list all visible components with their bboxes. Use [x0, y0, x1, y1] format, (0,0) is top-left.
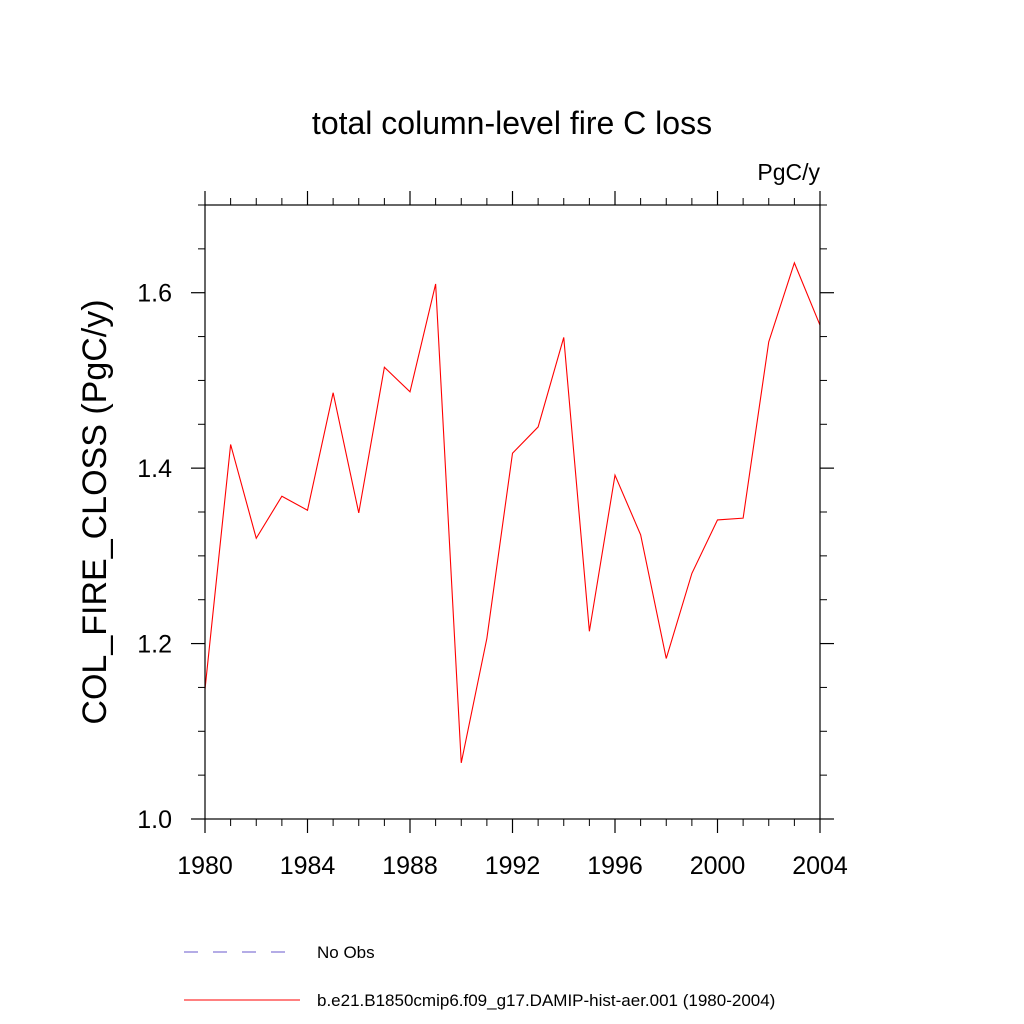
legend: No Obs b.e21.B1850cmip6.f09_g17.DAMIP-his…: [184, 943, 775, 1010]
data-point: [512, 453, 513, 454]
y-axis-label: COL_FIRE_CLOSS (PgC/y): [76, 299, 114, 724]
data-point: [717, 519, 718, 520]
data-point: [614, 475, 615, 476]
y-tick-label: 1.0: [137, 806, 172, 834]
x-tick-label: 1996: [587, 852, 643, 880]
y-tick-label: 1.4: [137, 455, 172, 483]
plot-frame: [204, 204, 821, 820]
legend-label: No Obs: [317, 943, 375, 962]
data-point: [666, 658, 667, 659]
data-point: [256, 538, 257, 539]
data-point: [333, 392, 334, 393]
x-tick-label: 1980: [177, 852, 233, 880]
data-point: [409, 391, 410, 392]
data-point: [384, 367, 385, 368]
x-tick-label: 1984: [280, 852, 336, 880]
data-point: [691, 573, 692, 574]
series-layer: [204, 261, 821, 763]
y-tick-label: 1.6: [137, 280, 172, 308]
data-point: [768, 341, 769, 342]
x-tick-label: 2000: [690, 852, 746, 880]
data-point: [230, 444, 231, 445]
data-point: [563, 337, 564, 338]
data-point: [743, 518, 744, 519]
series-line: [204, 261, 821, 763]
data-point: [794, 262, 795, 263]
units-label: PgC/y: [757, 159, 820, 185]
chart-title: total column-level fire C loss: [312, 105, 712, 141]
data-point: [358, 512, 359, 513]
data-point: [461, 762, 462, 763]
legend-label: b.e21.B1850cmip6.f09_g17.DAMIP-hist-aer.…: [317, 991, 775, 1010]
axes: 1980 1984 1988 1992 1996 2000 2004 1.0 1.2 1.4 1.6: [137, 191, 848, 880]
data-point: [589, 631, 590, 632]
x-tick-label: 1992: [485, 852, 541, 880]
data-point: [307, 510, 308, 511]
x-tick-label: 1988: [382, 852, 438, 880]
data-point: [435, 283, 436, 284]
data-point: [538, 426, 539, 427]
x-tick-label: 2004: [792, 852, 848, 880]
data-point: [486, 638, 487, 639]
y-tick-label: 1.2: [137, 631, 172, 659]
data-point: [281, 496, 282, 497]
data-point: [640, 534, 641, 535]
